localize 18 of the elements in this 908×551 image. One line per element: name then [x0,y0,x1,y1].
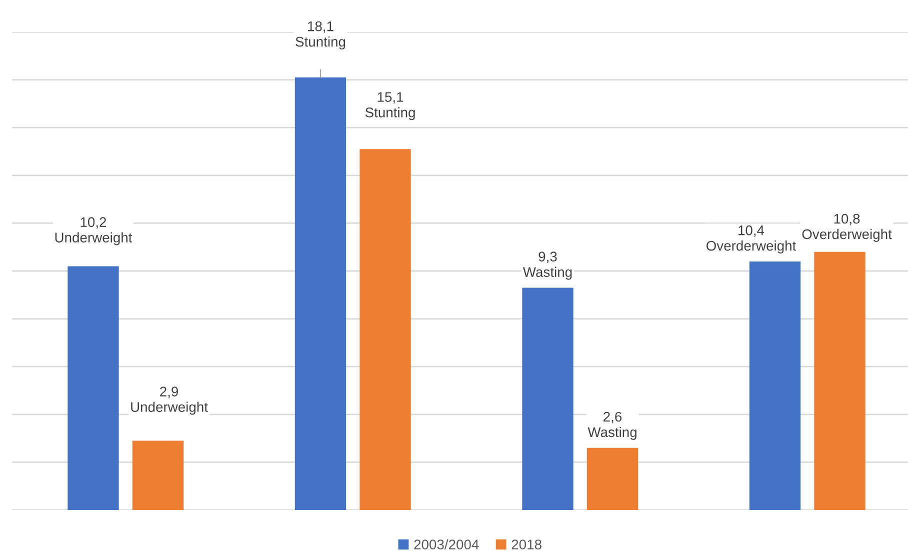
bar [814,252,866,510]
data-label: 2,6 Wasting [588,412,636,440]
bar [749,261,801,510]
legend-label: 2003/2004 [414,539,479,550]
data-label: 2,9 Underweight [131,386,208,415]
bar [132,440,184,510]
legend-label: 2018 [512,540,542,550]
data-label: 15,1 Stunting [365,92,415,120]
bar [294,77,346,510]
data-label: 10,2 Underweight [55,217,132,246]
bar [586,448,638,510]
bar [360,149,411,510]
data-label: 10,4 Overderweight [706,225,796,254]
data-label: 18,1 Stunting [296,21,346,50]
data-label: 9,3 Wasting [522,252,572,280]
data-label: 10,8 Overderweight [802,214,892,242]
bar [522,288,574,510]
bar [68,266,119,510]
